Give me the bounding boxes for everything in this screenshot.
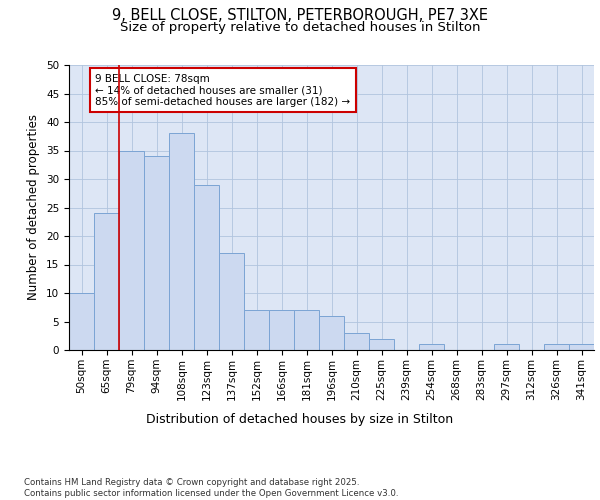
Bar [419, 344, 444, 350]
Bar [144, 156, 169, 350]
Bar [369, 338, 394, 350]
Bar [569, 344, 594, 350]
Bar [169, 134, 194, 350]
Bar [119, 150, 144, 350]
Text: Size of property relative to detached houses in Stilton: Size of property relative to detached ho… [120, 22, 480, 35]
Bar [494, 344, 519, 350]
Bar [219, 253, 244, 350]
Bar [194, 184, 219, 350]
Text: Distribution of detached houses by size in Stilton: Distribution of detached houses by size … [146, 412, 454, 426]
Bar [294, 310, 319, 350]
Text: 9, BELL CLOSE, STILTON, PETERBOROUGH, PE7 3XE: 9, BELL CLOSE, STILTON, PETERBOROUGH, PE… [112, 8, 488, 22]
Bar [269, 310, 294, 350]
Bar [69, 293, 94, 350]
Bar [344, 333, 369, 350]
Y-axis label: Number of detached properties: Number of detached properties [28, 114, 40, 300]
Bar [544, 344, 569, 350]
Bar [244, 310, 269, 350]
Text: 9 BELL CLOSE: 78sqm
← 14% of detached houses are smaller (31)
85% of semi-detach: 9 BELL CLOSE: 78sqm ← 14% of detached ho… [95, 74, 350, 107]
Bar [94, 213, 119, 350]
Bar [319, 316, 344, 350]
Text: Contains HM Land Registry data © Crown copyright and database right 2025.
Contai: Contains HM Land Registry data © Crown c… [24, 478, 398, 498]
